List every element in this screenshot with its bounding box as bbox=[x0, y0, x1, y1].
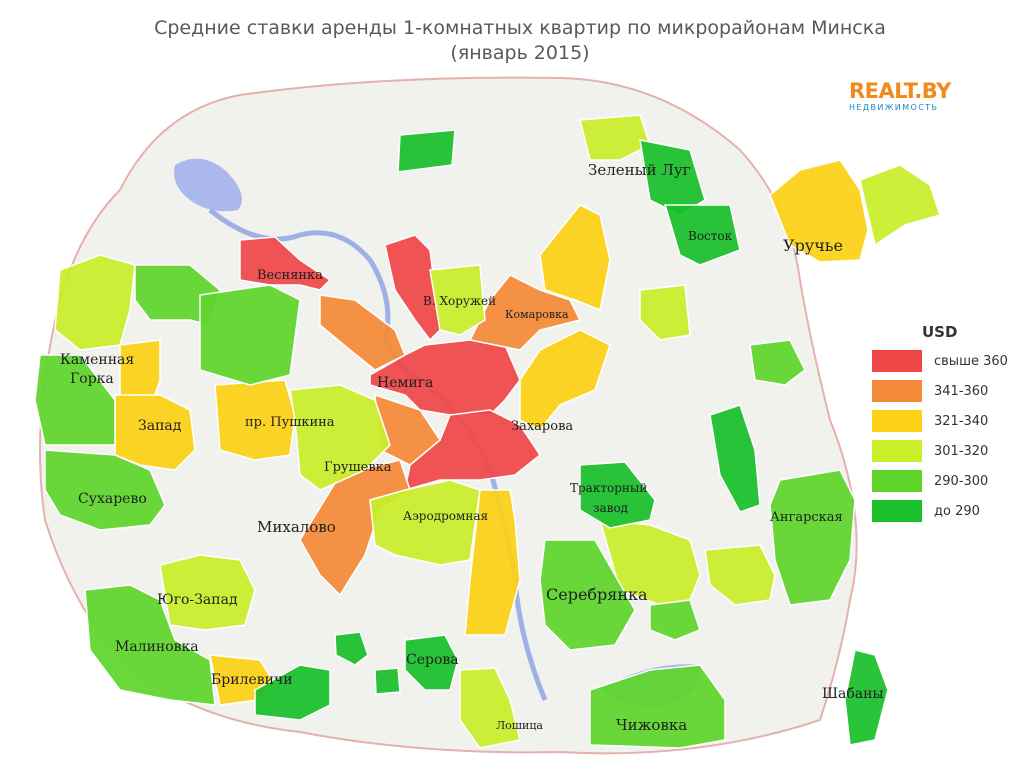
district-zelenyi-lug-west[interactable] bbox=[539, 204, 611, 312]
district-mikhalovo[interactable] bbox=[299, 459, 411, 597]
legend-item: до 290 bbox=[872, 500, 1022, 522]
label-angarskaya: Ангарская bbox=[770, 510, 843, 525]
district-yugo-zapad[interactable] bbox=[159, 554, 256, 631]
district-traktor-north[interactable] bbox=[709, 404, 761, 513]
legend-item: 290-300 bbox=[872, 470, 1022, 492]
price-legend: USD свыше 360 341-360 321-340 301-320 29… bbox=[872, 323, 1022, 530]
district-uruchye[interactable] bbox=[769, 159, 869, 263]
district-west-edge[interactable] bbox=[34, 354, 116, 446]
realt-logo[interactable]: REALT.BY НЕДВИЖИМОСТЬ bbox=[849, 80, 959, 112]
district-north-east[interactable] bbox=[579, 114, 651, 161]
district-aerodrom-south[interactable] bbox=[464, 489, 521, 636]
legend-label: до 290 bbox=[934, 503, 980, 519]
legend-swatch bbox=[872, 380, 922, 402]
district-khoruzhey[interactable] bbox=[384, 234, 441, 342]
district-serebryanka[interactable] bbox=[539, 539, 636, 651]
label-serova: Серова bbox=[406, 652, 459, 668]
legend-swatch bbox=[872, 440, 922, 462]
district-loshitsa[interactable] bbox=[459, 667, 521, 749]
label-brilevichi: Брилевичи bbox=[211, 672, 293, 688]
district-patch-1[interactable] bbox=[334, 631, 369, 666]
legend-item: 301-320 bbox=[872, 440, 1022, 462]
district-serebryanka-east[interactable] bbox=[649, 599, 701, 641]
district-serova[interactable] bbox=[404, 634, 459, 691]
label-kamennaya-gorka-1: Каменная bbox=[60, 352, 134, 368]
district-komarovka[interactable] bbox=[468, 274, 582, 351]
legend-label: 321-340 bbox=[934, 413, 989, 429]
district-vostok-south[interactable] bbox=[639, 284, 691, 341]
legend-swatch bbox=[872, 410, 922, 432]
district-grushevka[interactable] bbox=[289, 384, 391, 491]
label-khoruzhey: В. Хоружей bbox=[423, 294, 496, 308]
legend-label: 341-360 bbox=[934, 383, 989, 399]
legend-title: USD bbox=[922, 323, 958, 341]
label-traktorny-1: Тракторный bbox=[570, 481, 647, 495]
legend-swatch bbox=[872, 470, 922, 492]
label-pushkina: пр. Пушкина bbox=[245, 415, 335, 430]
district-east-patch[interactable] bbox=[749, 339, 806, 386]
label-aerodromnaya: Аэродромная bbox=[403, 509, 488, 523]
label-zeleny-lug: Зеленый Луг bbox=[588, 161, 691, 179]
logo-tagline: НЕДВИЖИМОСТЬ bbox=[849, 103, 939, 112]
label-grushevka: Грушевка bbox=[324, 460, 392, 475]
label-nemiga: Немига bbox=[377, 375, 433, 391]
district-labels: Немига Веснянка В. Хоружей Комаровка Зах… bbox=[60, 161, 884, 734]
legend-label: свыше 360 bbox=[934, 353, 1008, 369]
legend-label: 301-320 bbox=[934, 443, 989, 459]
label-shabany: Шабаны bbox=[822, 686, 884, 702]
legend-item: свыше 360 bbox=[872, 350, 1022, 372]
label-serebryanka: Серебрянка bbox=[546, 585, 648, 604]
district-dzerzhinskogo[interactable] bbox=[199, 284, 301, 386]
label-sukharevo: Сухарево bbox=[78, 491, 147, 507]
district-west-north[interactable] bbox=[54, 254, 136, 351]
district-patch-2[interactable] bbox=[374, 667, 401, 695]
district-pulikhova[interactable] bbox=[397, 129, 456, 173]
district-pushkina[interactable] bbox=[214, 379, 296, 461]
label-zapad: Запад bbox=[138, 418, 182, 434]
legend-item: 321-340 bbox=[872, 410, 1022, 432]
label-vostok: Восток bbox=[688, 229, 733, 243]
district-vostok[interactable] bbox=[663, 204, 741, 266]
district-kommuna[interactable] bbox=[319, 294, 406, 371]
legend-swatch bbox=[872, 350, 922, 372]
label-zakharova: Захарова bbox=[511, 419, 573, 434]
label-vesnyanka: Веснянка bbox=[257, 268, 323, 283]
label-yugo-zapad: Юго-Запад bbox=[157, 592, 238, 608]
district-kamennaya[interactable] bbox=[119, 339, 161, 401]
reservoir-north bbox=[174, 158, 242, 212]
district-chizhovka[interactable] bbox=[589, 664, 726, 749]
district-angarskaya-west[interactable] bbox=[704, 544, 776, 606]
district-malinovka-south[interactable] bbox=[254, 664, 331, 721]
map-title: Средние ставки аренды 1-комнатных кварти… bbox=[0, 16, 1024, 66]
map-title-line1: Средние ставки аренды 1-комнатных кварти… bbox=[154, 17, 886, 39]
label-chizhovka: Чижовка bbox=[616, 716, 687, 734]
district-zakharova[interactable] bbox=[519, 329, 611, 431]
label-mikhalovo: Михалово bbox=[257, 518, 336, 536]
label-traktorny-2: завод bbox=[593, 501, 628, 515]
district-traktor-east[interactable] bbox=[598, 519, 701, 606]
district-traktorny[interactable] bbox=[579, 461, 656, 529]
district-angarskaya[interactable] bbox=[769, 469, 856, 606]
legend-swatch bbox=[872, 500, 922, 522]
legend-label: 290-300 bbox=[934, 473, 989, 489]
district-shabany[interactable] bbox=[844, 649, 889, 746]
label-uruchye: Уручье bbox=[783, 236, 843, 255]
district-nemiga[interactable] bbox=[369, 339, 521, 416]
district-aerodromnaya[interactable] bbox=[369, 479, 481, 566]
label-komarovka: Комаровка bbox=[505, 308, 569, 321]
label-kamennaya-gorka-2: Горка bbox=[70, 371, 114, 387]
map-title-line2: (январь 2015) bbox=[450, 42, 590, 64]
logo-name: REALT.BY bbox=[849, 79, 951, 103]
district-uruchye-east[interactable] bbox=[859, 164, 941, 247]
district-vesnyanka[interactable] bbox=[239, 236, 332, 291]
district-khoruzhey-east[interactable] bbox=[429, 264, 486, 336]
label-loshitsa: Лошица bbox=[496, 719, 543, 732]
district-malinovka[interactable] bbox=[84, 584, 216, 706]
legend-item: 341-360 bbox=[872, 380, 1022, 402]
label-malinovka: Малиновка bbox=[115, 639, 199, 655]
district-sukharevo[interactable] bbox=[44, 449, 166, 531]
